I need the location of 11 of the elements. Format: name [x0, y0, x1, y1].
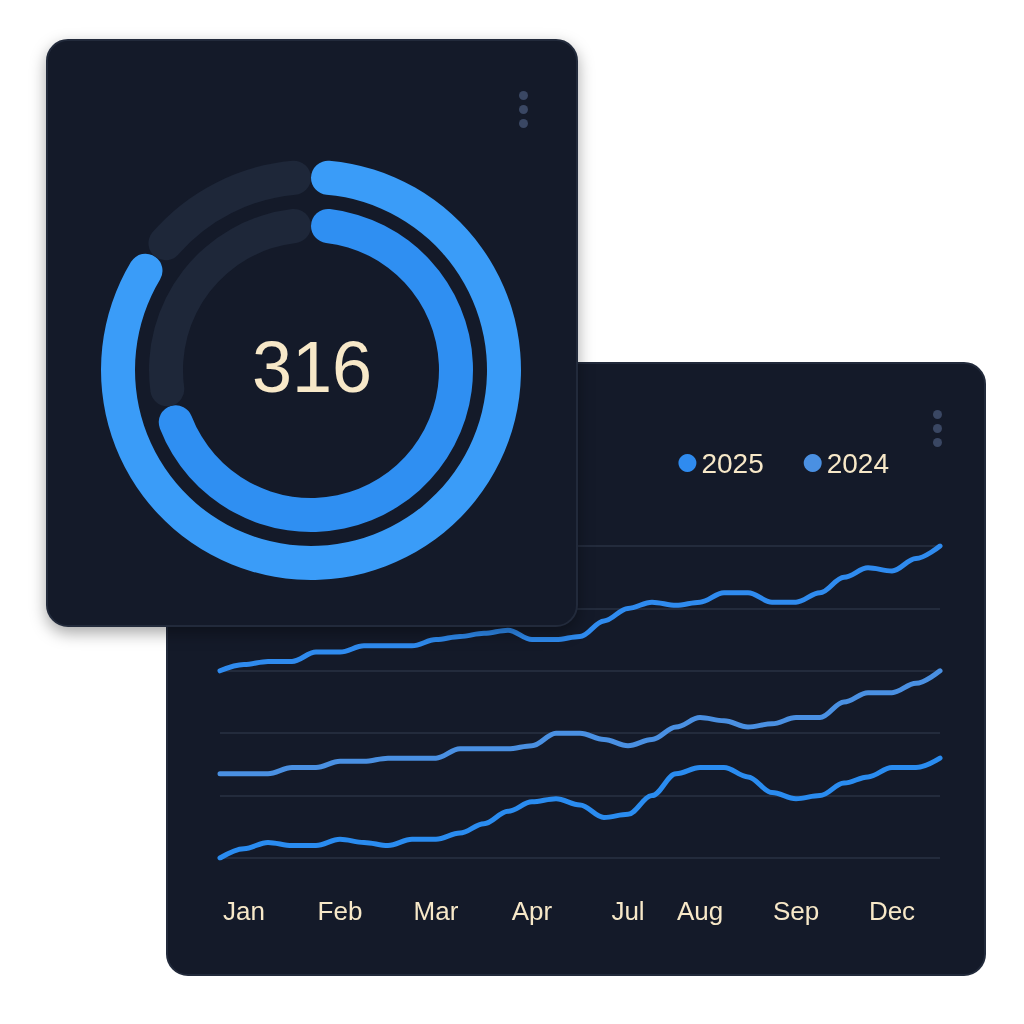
x-tick-label: Feb [317, 896, 363, 926]
text: 316 [251, 327, 373, 407]
x-tick-label: Jul [611, 896, 645, 926]
x-tick-label: Dec [868, 896, 916, 926]
x-tick-label: Apr [511, 896, 553, 926]
x-tick-label: Sep [772, 896, 820, 926]
legend-label: 2024 [826, 447, 890, 479]
x-tick-label: Mar [413, 896, 459, 926]
x-tick-label: Jan [223, 896, 265, 926]
legend-label: 2025 [701, 447, 764, 479]
x-tick-label: Aug [676, 896, 724, 926]
